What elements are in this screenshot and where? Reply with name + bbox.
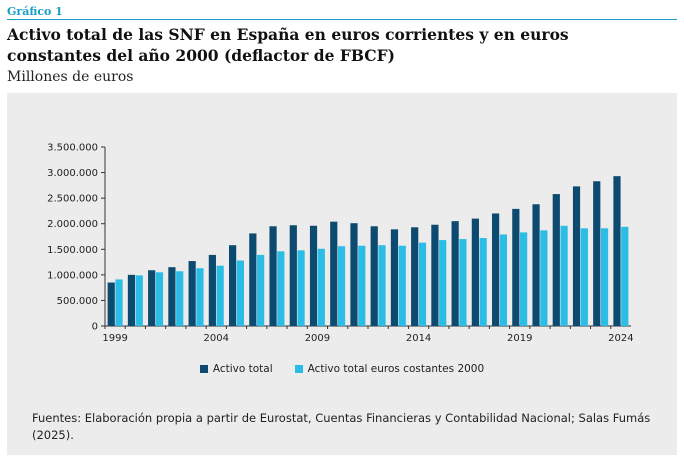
bar-euros-constantes [398,245,406,326]
bar-chart: 0 500.000 1.000.000 1.500.000 2.000.000 2.500… [47,143,634,345]
bar-euros-constantes [378,245,386,326]
header-rule [7,19,677,20]
figure-label: Gráfico 1 [7,5,63,18]
y-tick-label: 3.000.000 [47,168,98,179]
bar-euros-constantes [358,245,366,326]
bar-euros-constantes [439,240,447,326]
x-tick-label: 2009 [305,333,330,344]
legend-item-activo-total: Activo total [199,363,273,375]
bar-activo-total [512,208,520,326]
bar-activo-total [471,218,479,326]
bar-euros-constantes [459,239,467,326]
bar-euros-constantes [418,242,427,326]
bar-euros-constantes [176,271,184,326]
x-tick-label: 2019 [507,333,532,344]
source-note: Fuentes: Elaboración propia a partir de … [32,411,651,442]
y-tick-label: 2.500.000 [47,194,98,205]
chart-legend: Activo total Activo total euros costante… [7,363,677,375]
bar-activo-total [107,282,115,326]
bar-euros-constantes [236,260,244,326]
bar-euros-constantes [499,234,507,326]
legend-swatch-euros-constantes [294,365,303,373]
bar-activo-total [309,225,318,326]
bar-activo-total [492,213,500,326]
bar-euros-constantes [317,248,325,326]
bar-euros-constantes [155,272,164,326]
y-tick-label: 1.500.000 [47,245,98,256]
legend-label-euros-constantes: Activo total euros costantes 2000 [307,363,485,375]
bar-euros-constantes [115,279,123,326]
legend-swatch-activo-total [199,365,208,373]
y-tick-label: 500.000 [57,296,98,307]
bar-activo-total [229,245,237,326]
bar-activo-total [330,221,338,326]
bar-euros-constantes [196,268,204,326]
bar-activo-total [593,181,601,326]
y-tick-label: 1.000.000 [47,270,98,281]
bar-activo-total [188,261,196,326]
bar-euros-constantes [277,251,285,326]
legend-item-euros-constantes: Activo total euros costantes 2000 [294,363,485,375]
bar-activo-total [532,204,540,326]
bar-activo-total [431,224,439,326]
bar-euros-constantes [297,250,305,326]
bar-activo-total [552,194,560,326]
y-tick-label: 0 [92,322,98,333]
bar-activo-total [208,254,216,326]
bar-euros-constantes [560,225,568,326]
bar-activo-total [451,221,459,326]
bar-activo-total [350,223,358,326]
bar-activo-total [370,226,378,326]
bar-euros-constantes [216,265,224,326]
x-tick-label: 2014 [406,333,431,344]
bar-euros-constantes [257,254,265,326]
bar-euros-constantes [337,246,346,326]
bar-activo-total [269,226,277,326]
bar-euros-constantes [600,228,609,326]
bar-euros-constantes [479,238,487,326]
bar-activo-total [572,186,581,326]
x-tick-label: 2024 [608,333,633,344]
bar-activo-total [289,225,297,326]
x-tick-label: 1999 [102,333,127,344]
bar-activo-total [613,176,621,326]
y-tick-label: 3.500.000 [47,143,98,154]
chart-subtitle: Millones de euros [7,69,134,85]
bar-euros-constantes [520,232,528,326]
bar-euros-constantes [580,228,588,326]
chart-title: Activo total de las SNF en España en eur… [7,25,569,65]
x-tick-label: 2004 [204,333,229,344]
bar-activo-total [168,267,176,326]
bar-activo-total [411,227,419,326]
bar-activo-total [390,229,399,326]
bar-euros-constantes [621,226,629,326]
bar-euros-constantes [135,275,143,326]
chart-panel: 0 500.000 1.000.000 1.500.000 2.000.000 2.500… [7,93,677,455]
bar-activo-total [249,233,257,326]
bar-euros-constantes [540,230,548,326]
bar-activo-total [127,274,136,326]
bar-activo-total [148,270,156,326]
y-tick-label: 2.000.000 [47,219,98,230]
legend-label-activo-total: Activo total [212,363,273,375]
